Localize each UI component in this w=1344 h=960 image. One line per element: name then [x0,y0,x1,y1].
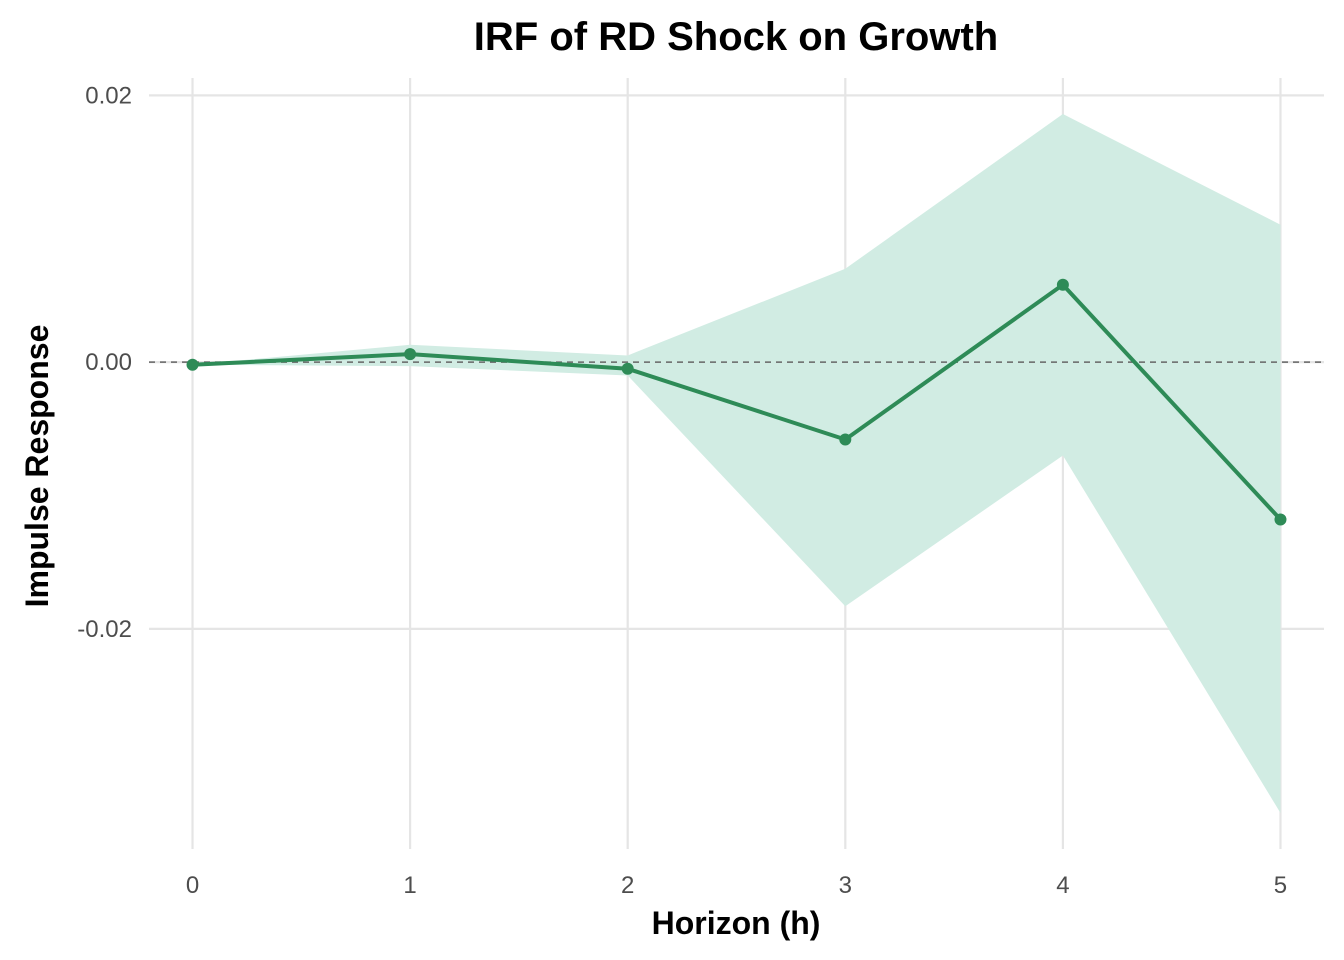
y-axis-title: Impulse Response [19,325,55,608]
y-tick-label: 0.00 [85,349,132,376]
irf-point [404,348,417,361]
x-tick-label: 5 [1274,872,1287,899]
series-points-layer [186,278,1287,526]
x-tick-label: 4 [1056,872,1069,899]
x-tick-label: 1 [403,872,416,899]
irf-series-line [190,282,1283,522]
irf-point [839,433,852,446]
y-tick-label: 0.02 [85,82,132,109]
chart-title: IRF of RD Shock on Growth [474,15,998,59]
irf-point [1274,513,1287,526]
confidence-band [192,114,1281,813]
irf-point [621,362,634,375]
x-tick-label: 3 [839,872,852,899]
series-line-layer [190,282,1283,522]
tick-labels: 0 1 2 3 4 5 0.02 0.00 -0.02 [77,82,1287,899]
irf-point [1056,278,1069,291]
confidence-band-layer [192,114,1281,813]
x-tick-label: 0 [186,872,199,899]
irf-point [186,358,199,371]
x-tick-label: 2 [621,872,634,899]
y-tick-label: -0.02 [77,616,132,643]
x-axis-title: Horizon (h) [652,905,821,941]
